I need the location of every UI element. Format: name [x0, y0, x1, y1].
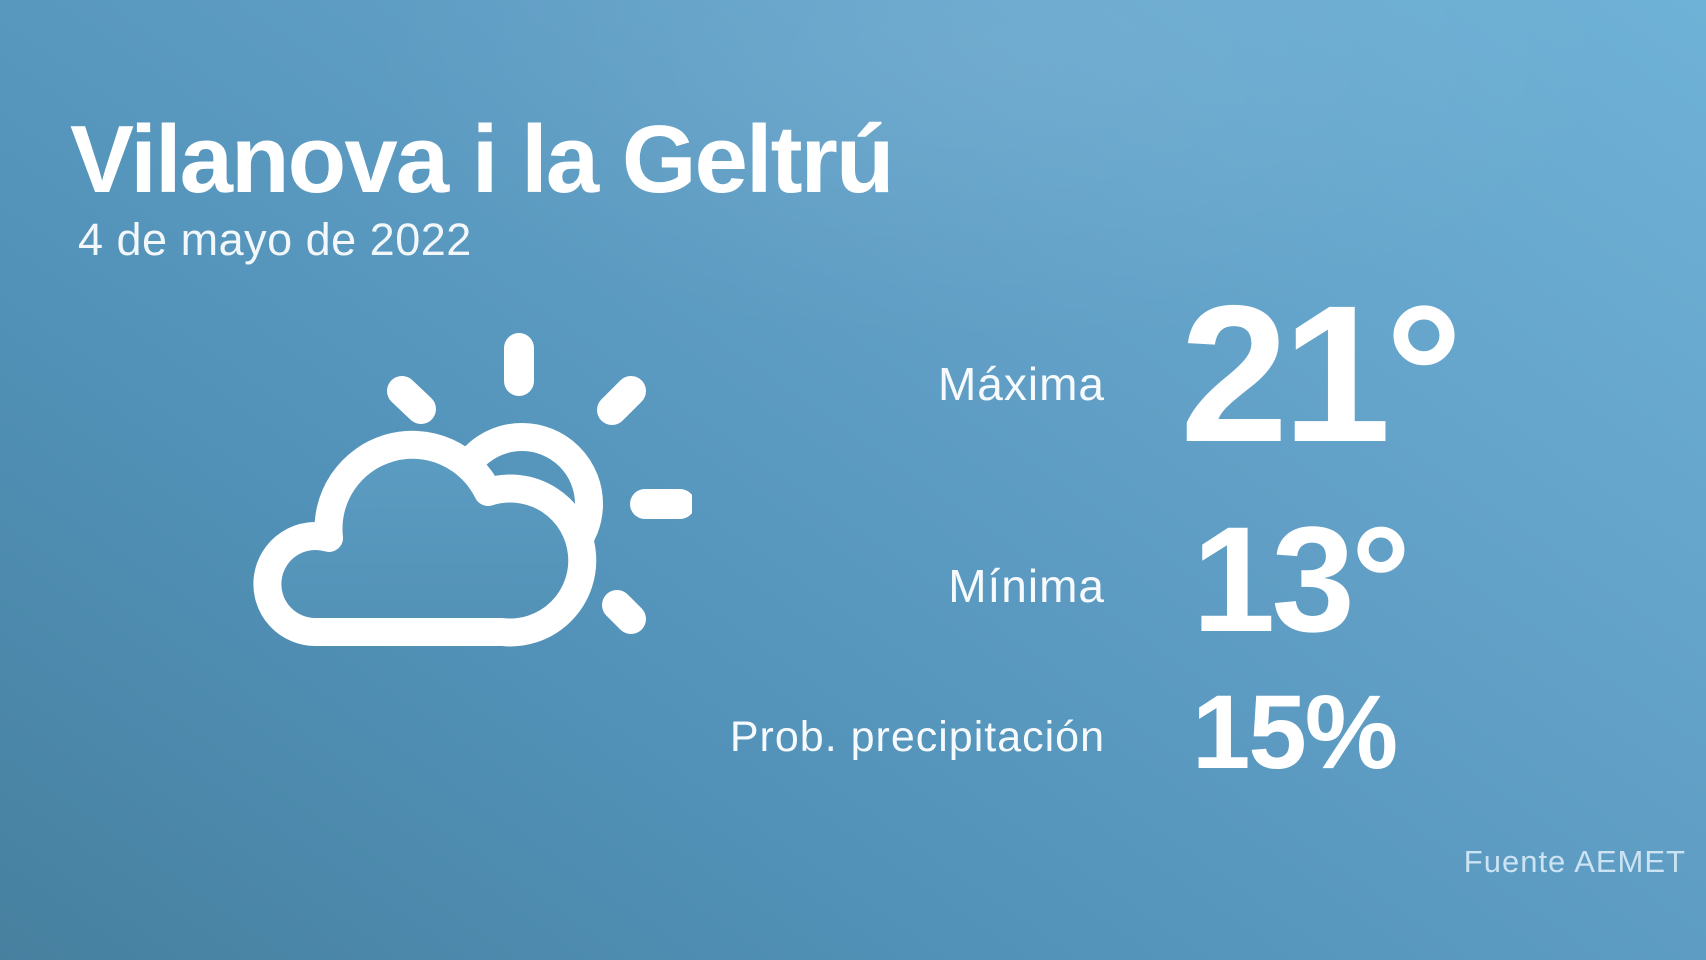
min-temp-value: 13° — [1192, 495, 1411, 663]
page-title: Vilanova i la Geltrú — [70, 106, 895, 213]
sun-ray-lower-right — [602, 590, 646, 634]
cloud-icon — [253, 430, 597, 647]
forecast-date: 4 de mayo de 2022 — [78, 214, 472, 265]
max-temp-label: Máxima — [937, 358, 1105, 410]
precipitation-probability-value: 15% — [1192, 674, 1398, 791]
precipitation-probability-label: Prob. precipitación — [729, 713, 1105, 761]
sun-ray-upper-right — [597, 376, 646, 425]
sun-ray-upper-left — [387, 376, 436, 424]
max-temp-value: 21° — [1180, 265, 1463, 483]
min-temp-label: Mínima — [948, 560, 1105, 612]
data-source-attribution: Fuente AEMET — [1463, 844, 1686, 879]
sun-behind-cloud-icon — [253, 333, 692, 647]
